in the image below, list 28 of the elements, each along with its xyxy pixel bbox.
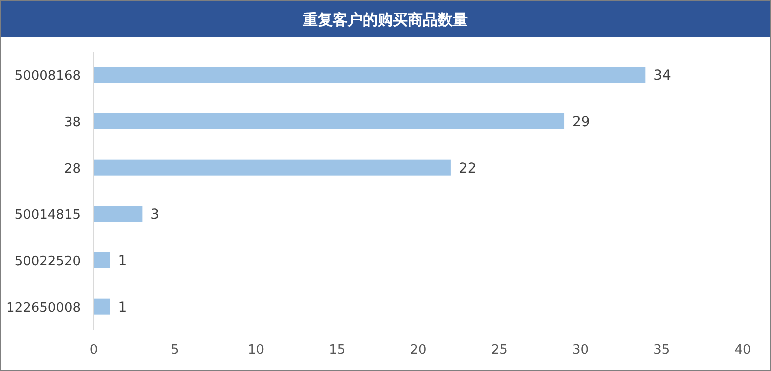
data-label: 34 — [654, 68, 672, 84]
bar — [94, 114, 565, 130]
x-tick-label: 5 — [170, 343, 180, 358]
x-tick-label: 20 — [410, 343, 427, 358]
x-tick-label: 40 — [734, 343, 752, 358]
data-label: 22 — [458, 160, 477, 177]
y-tick-label: 122650008 — [6, 300, 81, 316]
x-tick-label: 30 — [572, 343, 590, 358]
bar — [94, 298, 110, 315]
data-label: 1 — [118, 300, 128, 316]
x-tick-label: 35 — [654, 343, 670, 358]
data-label: 29 — [572, 114, 590, 130]
bar — [94, 252, 110, 268]
y-tick-label: 50014815 — [14, 208, 81, 224]
x-tick-label: 25 — [491, 343, 508, 358]
y-tick-label: 50008168 — [14, 69, 81, 84]
x-tick-label: 15 — [329, 343, 346, 358]
x-tick-label: 10 — [248, 343, 265, 358]
x-tick-label: 0 — [90, 343, 98, 358]
y-tick-label: 28 — [64, 162, 81, 177]
bar — [94, 206, 143, 222]
bar — [94, 160, 451, 176]
data-label: 1 — [118, 254, 128, 270]
y-tick-label: 50022520 — [14, 254, 81, 270]
chart-title: 重复客户的购买商品数量 — [302, 11, 468, 29]
data-label: 3 — [150, 207, 160, 224]
y-tick-label: 38 — [64, 116, 81, 130]
bar — [94, 67, 646, 84]
